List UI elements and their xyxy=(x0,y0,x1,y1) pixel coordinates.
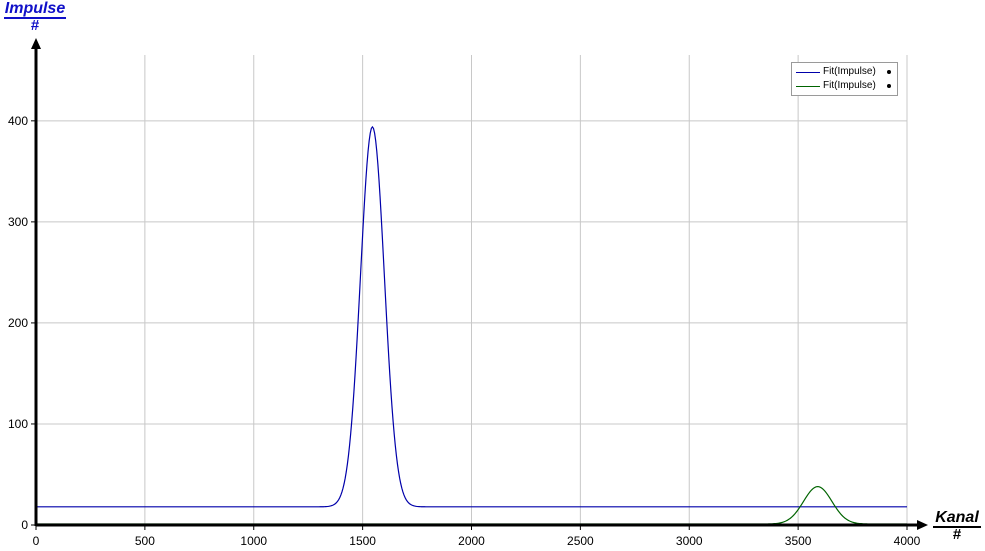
x-tick-label: 2000 xyxy=(458,534,485,548)
x-tick-label: 4000 xyxy=(894,534,921,548)
x-tick-label: 3000 xyxy=(676,534,703,548)
series-line-1 xyxy=(36,125,907,508)
y-tick-label: 0 xyxy=(21,518,28,532)
x-tick-label: 0 xyxy=(33,534,40,548)
y-axis-arrowhead xyxy=(31,38,41,49)
tick-labels: 0 500 1000 1500 2000 2500 3000 3500 4000 0 100 200 3… xyxy=(8,114,921,548)
y-tick-label: 200 xyxy=(8,316,28,330)
y-axis-title: Impulse # xyxy=(2,0,68,33)
legend[interactable]: Fit(Impulse) Fit(Impulse) xyxy=(791,62,898,96)
legend-marker-dot xyxy=(887,70,891,74)
legend-marker-dot xyxy=(887,84,891,88)
x-tick-label: 2500 xyxy=(567,534,594,548)
y-tick-label: 400 xyxy=(8,114,28,128)
grid-lines xyxy=(36,55,908,525)
legend-swatch-green xyxy=(796,86,820,87)
y-axis-label: Impulse xyxy=(3,0,67,19)
axes xyxy=(31,38,928,530)
x-axis-title: Kanal # xyxy=(930,509,984,542)
y-axis-unit: # xyxy=(30,17,40,34)
x-tick-label: 500 xyxy=(135,534,155,548)
legend-label: Fit(Impulse) xyxy=(823,80,876,91)
x-axis-unit: # xyxy=(952,526,962,543)
x-tick-label: 3500 xyxy=(785,534,812,548)
y-tick-label: 100 xyxy=(8,417,28,431)
legend-item[interactable]: Fit(Impulse) xyxy=(792,65,897,79)
legend-swatch-blue xyxy=(796,72,820,73)
x-tick-label: 1500 xyxy=(349,534,376,548)
y-tick-label: 300 xyxy=(8,215,28,229)
x-axis-arrowhead xyxy=(917,520,928,530)
legend-label: Fit(Impulse) xyxy=(823,66,876,77)
x-axis-label: Kanal xyxy=(933,509,981,528)
x-tick-label: 1000 xyxy=(240,534,267,548)
legend-item[interactable]: Fit(Impulse) xyxy=(792,79,897,93)
